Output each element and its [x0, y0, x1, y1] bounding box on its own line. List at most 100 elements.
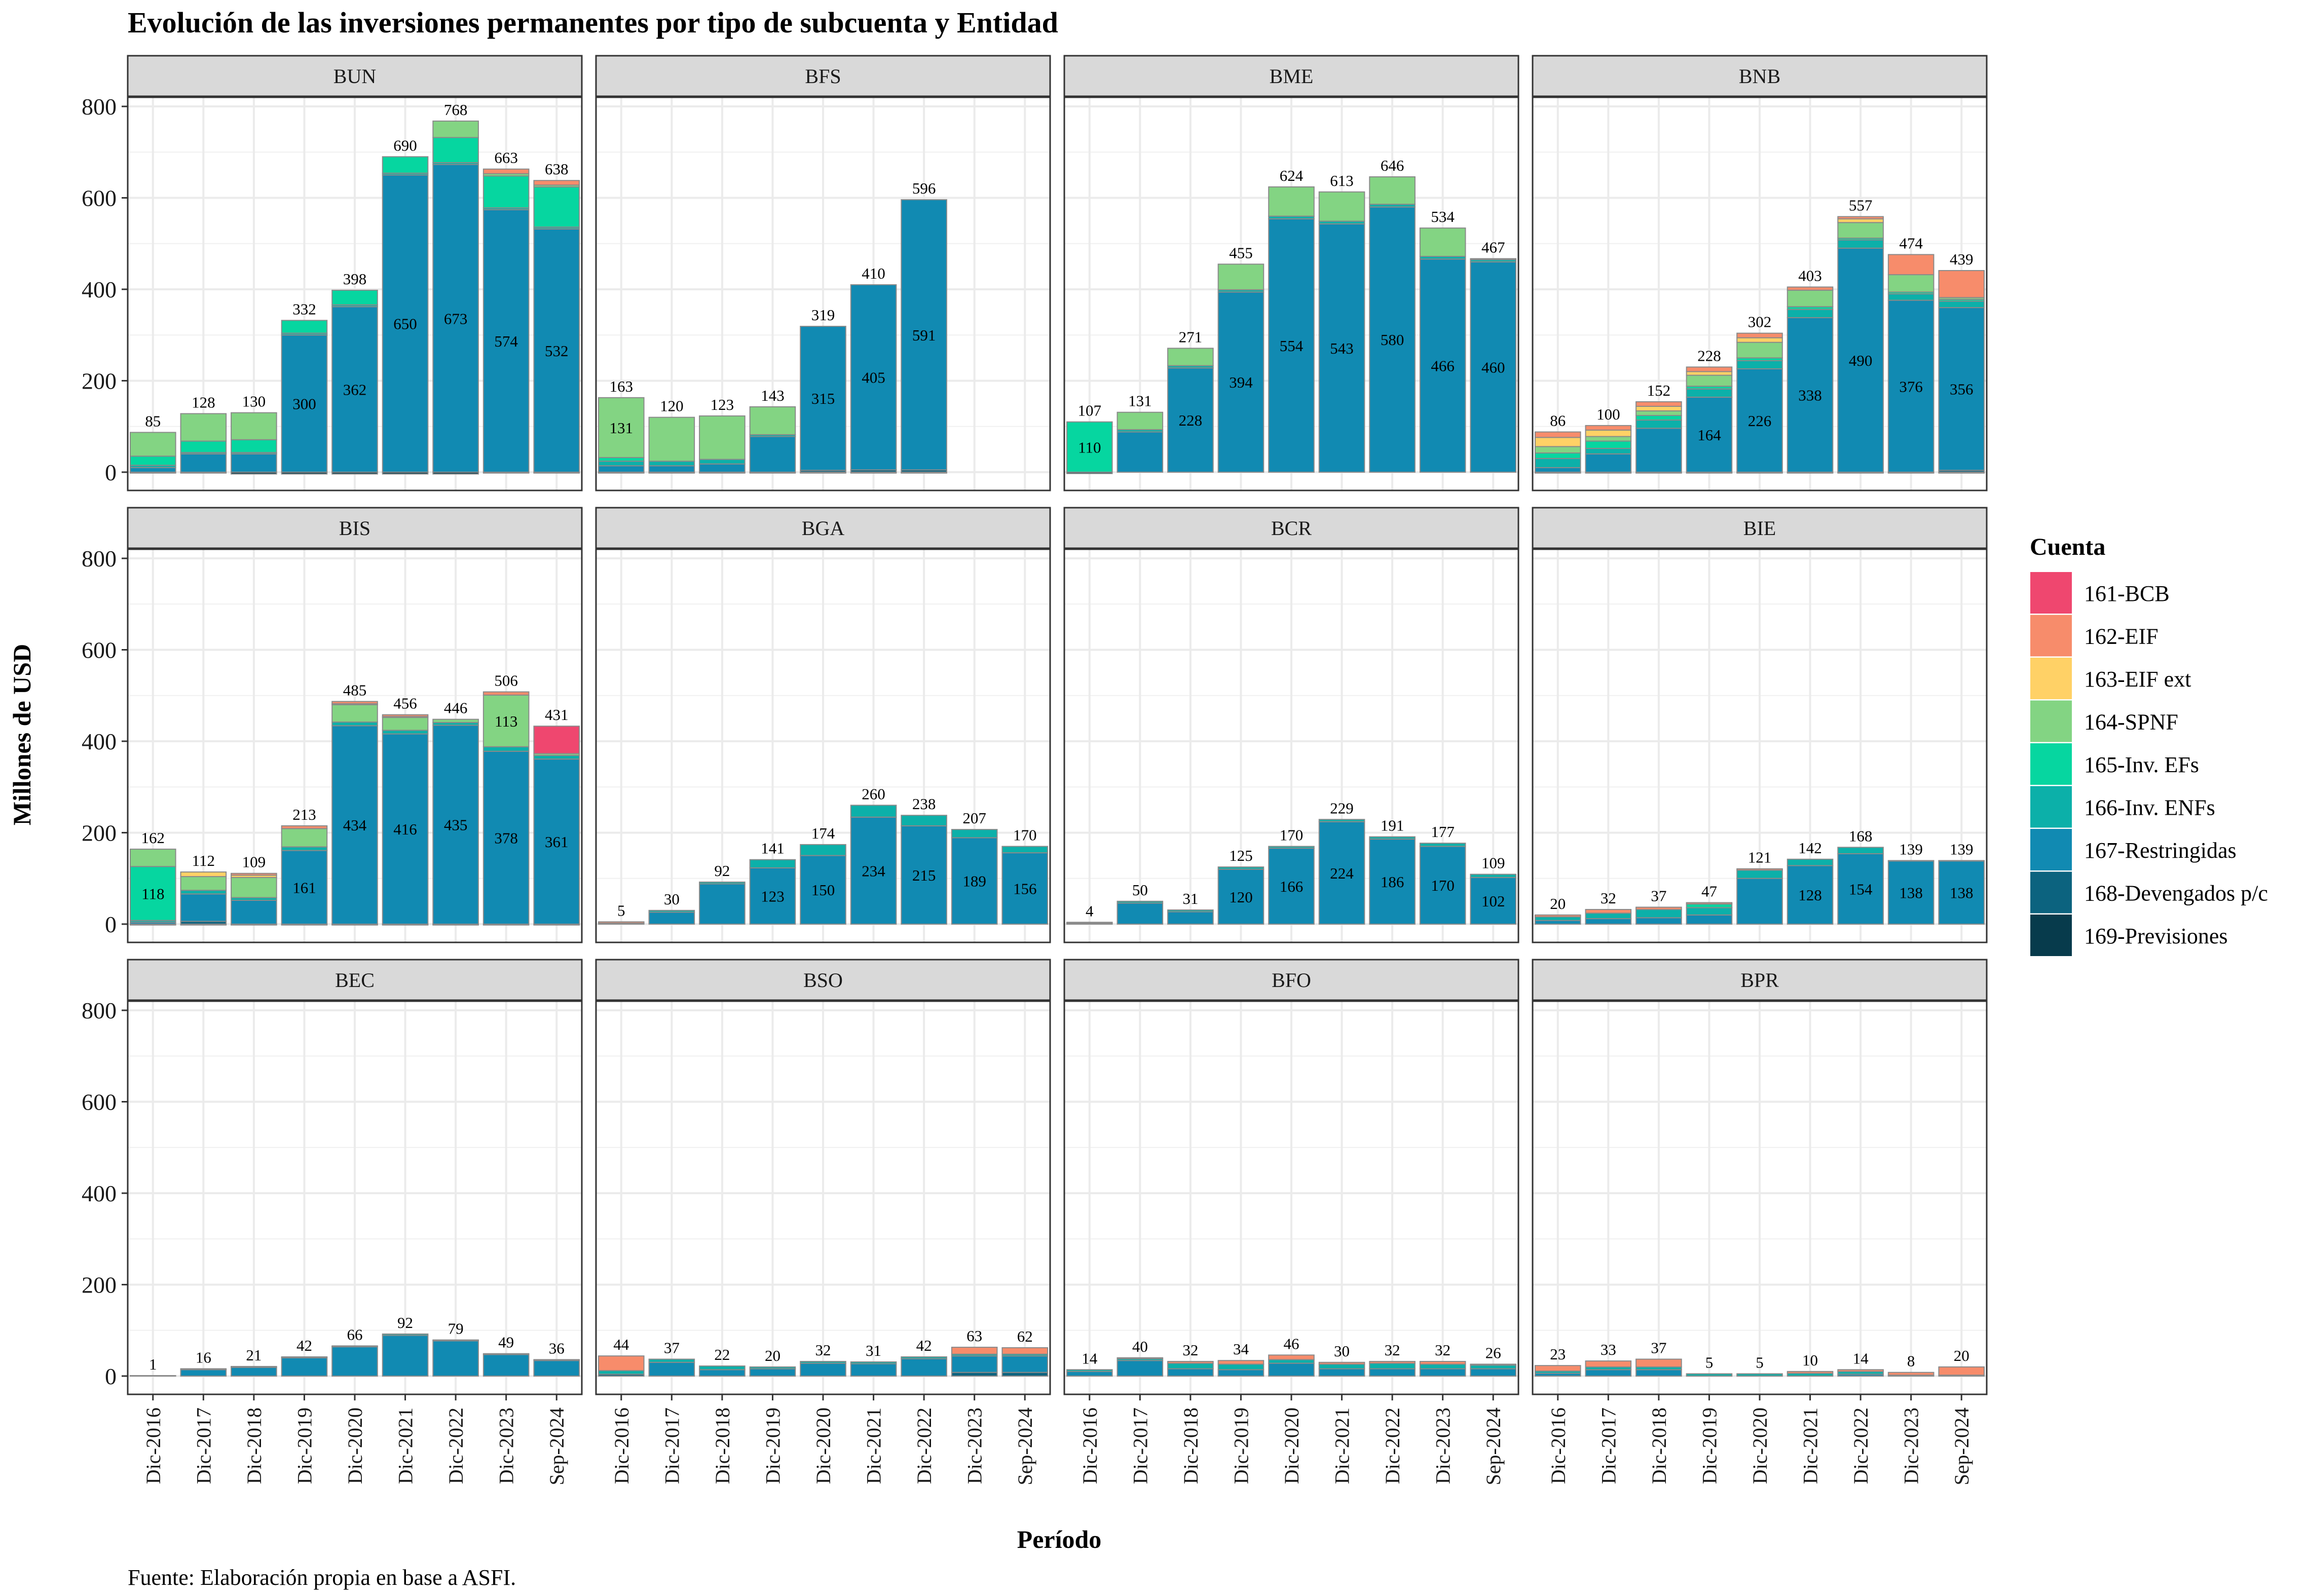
bar-segment: [1837, 853, 1884, 925]
total-label: 646: [1381, 157, 1404, 174]
bar-segment: [382, 733, 429, 925]
total-label: 32: [815, 1341, 831, 1359]
total-label: 143: [761, 387, 785, 404]
legend-label: 163-EIF ext: [2084, 667, 2191, 692]
bar-segment: [1369, 839, 1416, 925]
bar-segment: [1585, 447, 1632, 454]
total-label: 40: [1132, 1338, 1148, 1355]
segment-label: 118: [141, 885, 164, 902]
bar-segment: [1585, 918, 1632, 925]
y-tick-label: 200: [82, 368, 117, 394]
segment-label: 186: [1381, 873, 1404, 891]
bar-segment: [800, 1361, 846, 1364]
bar-segment: [331, 701, 378, 704]
bar-segment: [1419, 1361, 1466, 1365]
total-label: 319: [811, 306, 835, 324]
panel-border: [1063, 548, 1519, 943]
total-label: 130: [242, 393, 266, 410]
bar-segment: [951, 837, 998, 925]
x-tick-label: Dic-2019: [761, 1408, 784, 1484]
panel-bec: BEC 1 16 21 42 66 92 79 49 36 0 200 400 600 800 Dic-201…: [82, 959, 583, 1485]
segment-label: 394: [1229, 373, 1253, 391]
total-label: 271: [1179, 328, 1203, 346]
bar-segment: [533, 758, 580, 925]
facet-strip: [595, 55, 1051, 97]
total-label: 20: [1550, 895, 1566, 913]
panel-border: [595, 548, 1051, 943]
bar-segment: [432, 164, 479, 473]
bar-segment: [1787, 858, 1834, 866]
total-label: 410: [862, 264, 885, 282]
x-tick-label: Dic-2017: [1129, 1408, 1151, 1484]
bar-segment: [533, 1359, 580, 1361]
x-tick-label: Dic-2023: [1900, 1408, 1923, 1484]
total-label: 403: [1798, 267, 1822, 284]
total-label: 8: [1907, 1352, 1915, 1370]
total-label: 162: [141, 829, 165, 847]
bar-segment: [699, 883, 746, 925]
x-tick-label: Dic-2020: [1749, 1408, 1771, 1484]
segment-label: 224: [1330, 864, 1354, 882]
segment-label: 215: [912, 866, 936, 884]
x-tick-label: Dic-2018: [1179, 1408, 1202, 1484]
bar-segment: [1938, 270, 1985, 298]
bar-segment: [749, 406, 796, 435]
total-label: 36: [549, 1339, 565, 1357]
total-label: 49: [498, 1334, 514, 1351]
x-tick-label: Dic-2019: [1230, 1408, 1252, 1484]
bar-segment: [648, 1361, 695, 1377]
bar-segment: [1887, 860, 1935, 862]
bar-segment: [1787, 309, 1834, 318]
bar-segment: [281, 1356, 328, 1358]
total-label: 5: [1705, 1353, 1714, 1371]
y-tick-label: 0: [105, 1363, 117, 1389]
total-label: 100: [1596, 405, 1620, 423]
legend-swatch: [2029, 828, 2073, 871]
bar-segment: [1635, 410, 1682, 416]
total-label: 534: [1431, 208, 1455, 225]
bar-segment: [1369, 1368, 1416, 1377]
bar-segment: [482, 691, 530, 696]
segment-label: 189: [962, 872, 986, 890]
bar-segment: [1470, 261, 1517, 473]
bar-segment: [382, 1333, 429, 1336]
segment-label: 591: [912, 326, 936, 344]
bar-segment: [1585, 436, 1632, 442]
segment-label: 574: [494, 332, 518, 350]
facet-strip-label: BME: [1270, 65, 1314, 88]
total-label: 191: [1381, 817, 1404, 834]
bar-segment: [1419, 1368, 1466, 1377]
bar-segment: [231, 899, 277, 925]
bar-segment: [1217, 866, 1264, 870]
bar-segment: [1887, 293, 1935, 301]
total-label: 120: [660, 397, 684, 415]
total-label: 170: [1013, 826, 1037, 844]
bar-segment: [382, 1335, 429, 1377]
x-tick-label: Dic-2022: [913, 1408, 936, 1484]
bar-segment: [1268, 846, 1315, 849]
x-tick-label: Dic-2021: [394, 1408, 417, 1484]
bar-segment: [1837, 218, 1884, 223]
bar-segment: [1470, 1363, 1517, 1366]
total-label: 30: [664, 890, 680, 908]
segment-label: 138: [1950, 884, 1974, 902]
total-label: 177: [1431, 823, 1455, 841]
bar-segment: [1001, 1347, 1049, 1355]
x-tick-label: Dic-2023: [1432, 1408, 1455, 1484]
bar-segment: [901, 199, 947, 471]
bar-segment: [1534, 431, 1581, 438]
bar-segment: [1001, 852, 1049, 925]
bar-segment: [1736, 337, 1783, 343]
x-tick-label: Dic-2019: [293, 1408, 316, 1484]
total-label: 4: [1086, 902, 1094, 920]
y-tick-label: 800: [82, 94, 117, 120]
bar-segment: [1686, 371, 1733, 376]
segment-label: 490: [1849, 352, 1873, 369]
bar-segment: [1736, 868, 1783, 871]
segment-label: 102: [1481, 892, 1505, 910]
segment-label: 128: [1798, 886, 1822, 904]
bar-segment: [598, 457, 645, 462]
bar-segment: [129, 432, 176, 457]
bar-segment: [1369, 176, 1416, 205]
total-label: 16: [196, 1348, 211, 1366]
